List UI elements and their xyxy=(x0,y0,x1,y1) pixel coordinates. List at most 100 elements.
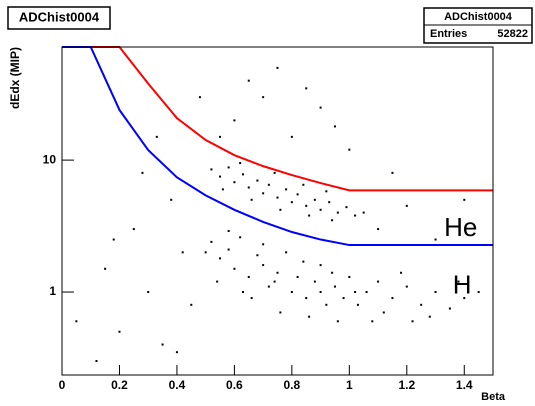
data-point xyxy=(219,175,222,178)
data-point xyxy=(262,96,265,99)
plot-area xyxy=(62,46,493,363)
data-point xyxy=(190,303,193,306)
data-point xyxy=(198,96,201,99)
data-point xyxy=(308,214,311,217)
data-point xyxy=(256,179,259,182)
x-tick-label: 0.4 xyxy=(169,378,186,392)
y-axis-label: dEdx (MIP) xyxy=(8,47,22,109)
data-point xyxy=(328,201,331,204)
data-point xyxy=(181,251,184,254)
data-point xyxy=(428,315,431,318)
annotation: He xyxy=(444,212,477,242)
data-point xyxy=(371,320,374,323)
data-point xyxy=(319,264,322,267)
data-point xyxy=(308,315,311,318)
data-point xyxy=(219,257,222,260)
data-point xyxy=(302,183,305,186)
data-point xyxy=(227,248,230,251)
data-point xyxy=(75,320,78,323)
data-point xyxy=(391,297,394,300)
data-point xyxy=(216,280,219,283)
y-tick-label: 10 xyxy=(43,152,57,166)
data-point xyxy=(233,181,236,184)
data-point xyxy=(305,87,308,90)
title-box xyxy=(7,6,111,30)
data-point xyxy=(319,208,322,211)
data-point xyxy=(262,243,265,246)
data-point xyxy=(463,198,466,201)
data-point xyxy=(250,297,253,300)
data-point xyxy=(239,236,242,239)
x-tick-label: 1.4 xyxy=(456,378,473,392)
data-point xyxy=(95,360,98,363)
data-point xyxy=(319,291,322,294)
data-point xyxy=(210,168,213,171)
data-point xyxy=(333,125,336,128)
data-point xyxy=(175,351,178,354)
data-point xyxy=(267,285,270,288)
data-point xyxy=(391,171,394,174)
data-point xyxy=(219,135,222,138)
x-tick-label: 0.2 xyxy=(111,378,128,392)
data-point xyxy=(290,201,293,204)
annotation: H xyxy=(453,269,472,299)
chart-title: ADChist0004 xyxy=(19,9,100,24)
data-point xyxy=(290,291,293,294)
data-point xyxy=(382,311,385,314)
x-tick-label: 0.8 xyxy=(284,378,301,392)
data-point xyxy=(155,135,158,138)
data-point xyxy=(448,307,451,310)
data-point xyxy=(319,106,322,109)
data-point xyxy=(345,206,348,209)
data-point xyxy=(250,198,253,201)
data-point xyxy=(242,173,245,176)
data-point xyxy=(434,238,437,241)
data-point xyxy=(242,291,245,294)
data-point xyxy=(262,264,265,267)
data-point xyxy=(290,135,293,138)
stats-label: Entries xyxy=(430,28,467,40)
x-tick-label: 0 xyxy=(59,378,66,392)
data-point xyxy=(296,193,299,196)
data-point xyxy=(313,198,316,201)
data-point xyxy=(227,230,230,233)
data-point xyxy=(342,297,345,300)
data-point xyxy=(285,251,288,254)
stats-value: 52822 xyxy=(497,28,528,40)
data-point xyxy=(331,219,334,222)
data-point xyxy=(262,192,265,195)
data-point xyxy=(104,267,107,270)
data-point xyxy=(273,280,276,283)
data-point xyxy=(365,291,368,294)
data-point xyxy=(348,148,351,151)
data-point xyxy=(112,238,115,241)
y-tick-label: 1 xyxy=(49,284,56,298)
data-point xyxy=(348,275,351,278)
data-point xyxy=(405,204,408,207)
data-point xyxy=(233,267,236,270)
data-point xyxy=(276,196,279,199)
data-point xyxy=(377,228,380,231)
data-point xyxy=(313,280,316,283)
data-point xyxy=(296,275,299,278)
curve xyxy=(62,46,493,247)
data-point xyxy=(302,260,305,263)
data-point xyxy=(362,211,365,214)
data-point xyxy=(333,285,336,288)
data-point xyxy=(305,204,308,207)
data-point xyxy=(256,254,259,257)
data-point xyxy=(457,280,460,283)
stats-name: ADChist0004 xyxy=(444,11,513,23)
data-point xyxy=(247,79,250,82)
data-point xyxy=(161,343,164,346)
x-tick-label: 1.2 xyxy=(398,378,415,392)
data-point xyxy=(354,214,357,217)
data-point xyxy=(247,186,250,189)
data-point xyxy=(279,208,282,211)
data-point xyxy=(279,311,282,314)
data-point xyxy=(356,303,359,306)
data-point xyxy=(239,162,242,165)
data-point xyxy=(118,330,121,333)
